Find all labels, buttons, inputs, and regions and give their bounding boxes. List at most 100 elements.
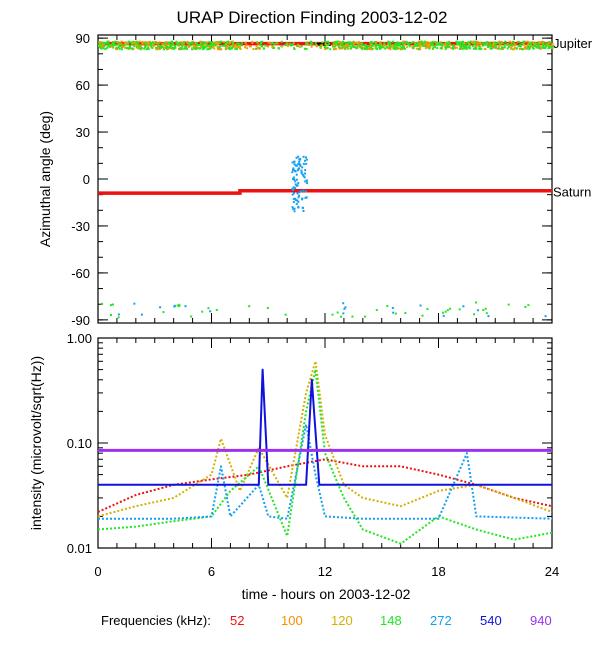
jupiter-point [456,43,459,46]
y-tick-label: 90 [76,31,90,46]
jupiter-point [402,40,405,43]
jupiter-point [520,48,523,51]
y-axis-label: intensity (microvolt/sqrt(Hz)) [28,356,44,530]
jupiter-point [218,46,221,49]
jupiter-point [135,41,138,44]
jupiter-point [516,40,519,43]
jupiter-point [472,42,475,45]
jupiter-point [179,48,182,51]
jupiter-point [408,45,411,48]
burst-point [295,156,298,159]
jupiter-point [547,43,550,46]
jupiter-point [352,41,355,44]
jupiter-point [144,46,147,49]
jupiter-point [240,41,243,44]
jupiter-point [465,45,468,48]
jupiter-point [326,40,329,43]
jupiter-point [336,41,339,44]
jupiter-point [171,41,174,44]
jupiter-point [508,40,511,43]
jupiter-point [539,47,542,50]
jupiter-point [178,41,181,44]
jupiter-point [371,47,374,50]
jupiter-point [387,41,390,44]
jupiter-point [208,40,211,43]
jupiter-point [145,48,148,51]
jupiter-point [335,43,338,46]
y-tick-label: 30 [76,125,90,140]
stray-point [331,313,334,316]
legend-title: Frequencies (kHz): [101,613,211,628]
burst-point [298,194,301,197]
burst-point [292,167,295,170]
jupiter-point [380,42,383,45]
jupiter-point [499,44,502,47]
burst-point [302,162,305,165]
stray-point [544,315,547,318]
jupiter-point [384,47,387,50]
jupiter-point [501,42,504,45]
jupiter-point [228,41,231,44]
x-tick-label: 24 [545,564,559,579]
jupiter-point [467,41,470,44]
jupiter-point [399,42,402,45]
jupiter-point [111,45,114,48]
jupiter-point [223,41,226,44]
jupiter-point [303,47,306,50]
jupiter-point [439,47,442,50]
jupiter-point [440,43,443,46]
jupiter-point [173,47,176,50]
jupiter-point [444,48,447,51]
burst-point [305,179,308,182]
jupiter-point [403,43,406,46]
jupiter-point [227,42,230,45]
jupiter-point [111,42,114,45]
jupiter-point [339,40,342,43]
jupiter-point [212,46,215,49]
jupiter-point [337,41,340,44]
jupiter-point [474,43,477,46]
jupiter-point [271,44,274,47]
jupiter-point [224,44,227,47]
jupiter-point [446,43,449,46]
burst-point [295,202,298,205]
jupiter-point [483,48,486,51]
jupiter-point [413,44,416,47]
jupiter-point [256,42,259,45]
jupiter-point [419,48,422,51]
jupiter-point [237,42,240,45]
jupiter-point [501,48,504,51]
jupiter-point [387,43,390,46]
jupiter-point [269,42,272,45]
jupiter-point [333,44,336,47]
jupiter-point [171,47,174,50]
jupiter-point [292,46,295,49]
jupiter-point [144,42,147,45]
jupiter-point [206,48,209,51]
jupiter-point [251,40,254,43]
jupiter-point [514,43,517,46]
stray-point [527,304,530,307]
jupiter-point [198,47,201,50]
jupiter-point [526,43,529,46]
burst-point [304,169,307,172]
jupiter-point [546,44,549,47]
jupiter-point [129,45,132,48]
jupiter-point [463,44,466,47]
burst-point [294,180,297,183]
jupiter-point [129,47,132,50]
jupiter-point [344,41,347,44]
burst-point [302,175,305,178]
jupiter-point [401,41,404,44]
jupiter-point [337,40,340,43]
jupiter-point [486,42,489,45]
jupiter-point [370,46,373,49]
stray-point [178,305,181,308]
legend-entry-940: 940 [530,613,552,628]
stray-point [209,310,212,313]
jupiter-point [339,46,342,49]
jupiter-point [347,47,350,50]
jupiter-point [447,45,450,48]
jupiter-point [187,45,190,48]
jupiter-point [101,41,104,44]
